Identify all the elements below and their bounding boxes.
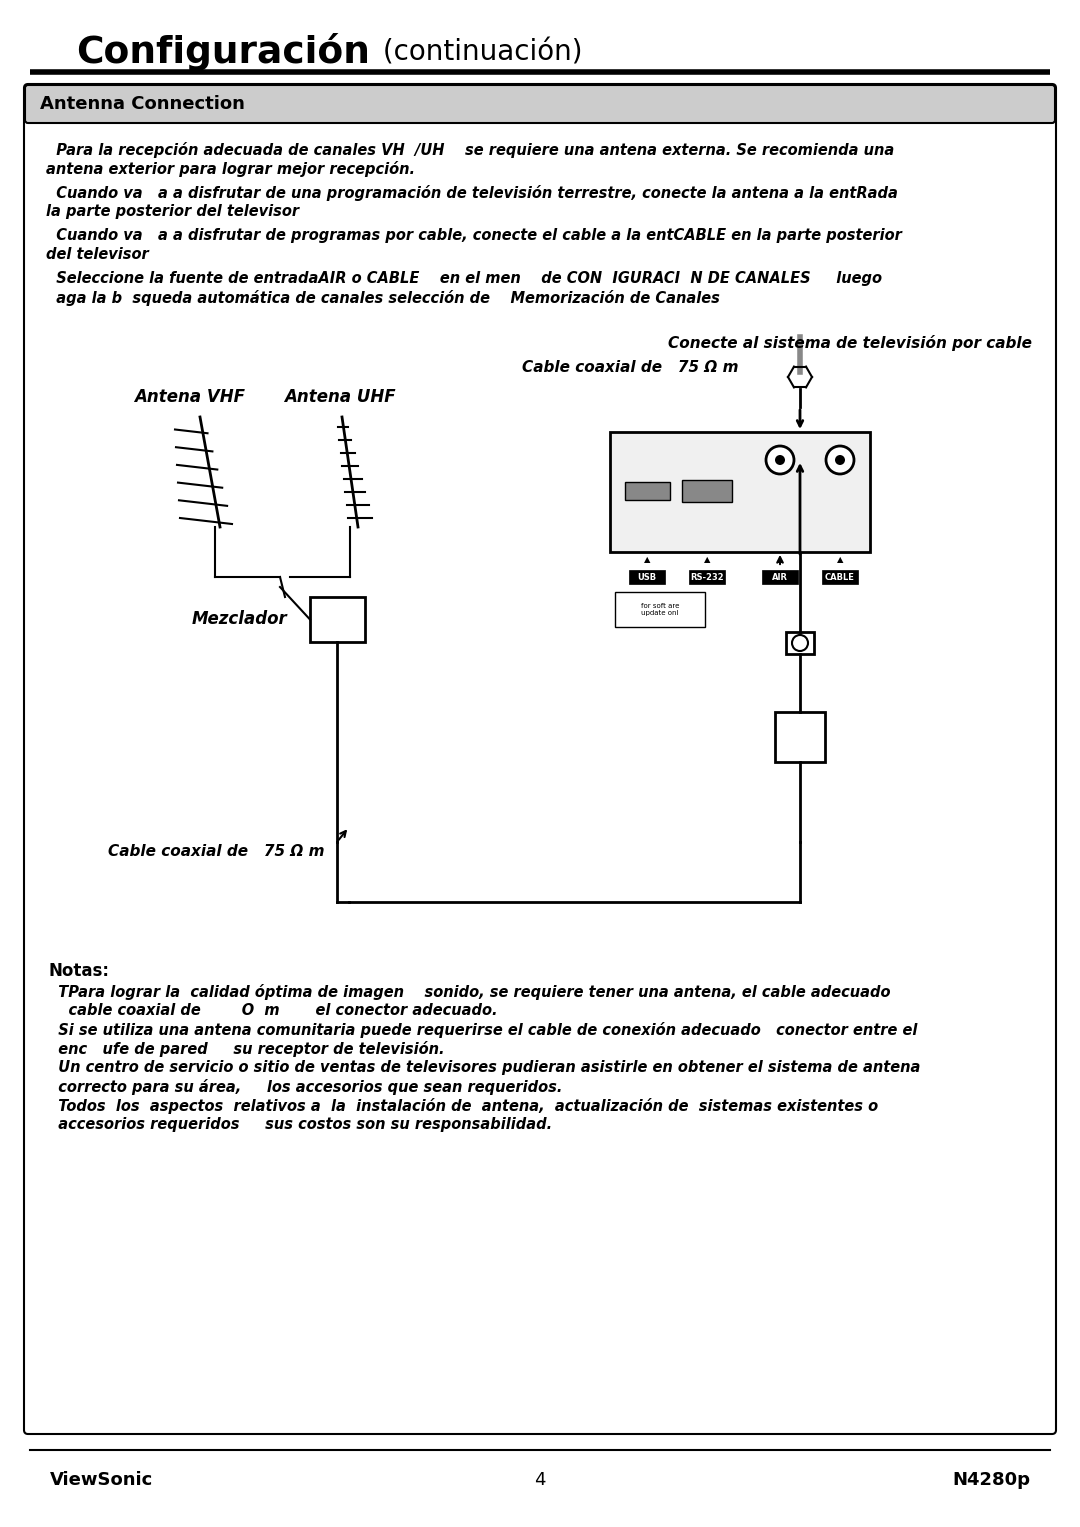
Text: ▲: ▲ xyxy=(837,556,843,565)
Text: Cable coaxial de   75 Ω m: Cable coaxial de 75 Ω m xyxy=(522,359,739,374)
Text: Mezclador: Mezclador xyxy=(192,611,288,629)
Text: Conecte al sistema de televisión por cable: Conecte al sistema de televisión por cab… xyxy=(669,334,1032,351)
Text: Antena UHF: Antena UHF xyxy=(284,388,395,406)
Text: Si se utiliza una antena comunitaria puede requerirse el cable de conexión adecu: Si se utiliza una antena comunitaria pue… xyxy=(48,1022,917,1038)
Text: AIR: AIR xyxy=(772,573,788,582)
Text: N4280p: N4280p xyxy=(951,1471,1030,1489)
Text: Cuando va   a a disfrutar de una programación de televisión terrestre, conecte l: Cuando va a a disfrutar de una programac… xyxy=(46,185,897,202)
Text: CABLE: CABLE xyxy=(825,573,855,582)
Circle shape xyxy=(766,446,794,473)
Text: la parte posterior del televisor: la parte posterior del televisor xyxy=(46,205,299,218)
Text: Antenna Connection: Antenna Connection xyxy=(40,95,245,113)
Text: ▲: ▲ xyxy=(704,556,711,565)
Text: aga la b  squeda automática de canales selección de    Memorización de Canales: aga la b squeda automática de canales se… xyxy=(46,290,720,305)
Text: ViewSonic: ViewSonic xyxy=(50,1471,153,1489)
Text: for soft are
update onl: for soft are update onl xyxy=(640,603,679,615)
Bar xyxy=(775,712,825,762)
Text: ▲: ▲ xyxy=(644,556,650,565)
Circle shape xyxy=(775,455,785,466)
Text: del televisor: del televisor xyxy=(46,247,149,263)
Text: accesorios requeridos     sus costos son su responsabilidad.: accesorios requeridos sus costos son su … xyxy=(48,1116,552,1132)
Text: correcto para su área,     los accesorios que sean requeridos.: correcto para su área, los accesorios qu… xyxy=(48,1080,563,1095)
Text: (continuación): (continuación) xyxy=(374,38,582,66)
Text: Antena VHF: Antena VHF xyxy=(135,388,245,406)
FancyBboxPatch shape xyxy=(24,84,1056,1434)
Text: Notas:: Notas: xyxy=(48,962,109,980)
Text: antena exterior para lograr mejor recepción.: antena exterior para lograr mejor recepc… xyxy=(46,160,415,177)
Text: ▲: ▲ xyxy=(777,556,783,565)
Bar xyxy=(625,483,670,499)
Text: Un centro de servicio o sitio de ventas de televisores pudieran asistirle en obt: Un centro de servicio o sitio de ventas … xyxy=(48,1060,920,1075)
Text: 4: 4 xyxy=(535,1471,545,1489)
Bar xyxy=(762,570,798,583)
Circle shape xyxy=(835,455,845,466)
Bar xyxy=(615,592,705,628)
Text: Para la recepción adecuada de canales VH  /UH    se requiere una antena externa.: Para la recepción adecuada de canales VH… xyxy=(46,142,894,157)
Text: Seleccione la fuente de entradaAIR o CABLE    en el men    de CON  IGURACI  N DE: Seleccione la fuente de entradaAIR o CAB… xyxy=(46,270,882,286)
Bar xyxy=(310,597,365,641)
Bar xyxy=(681,479,732,502)
Bar xyxy=(822,570,858,583)
Bar xyxy=(689,570,725,583)
Bar xyxy=(629,570,665,583)
Bar xyxy=(786,632,814,654)
Text: USB: USB xyxy=(637,573,657,582)
Circle shape xyxy=(826,446,854,473)
Bar xyxy=(610,432,870,551)
Text: enc   ufe de pared     su receptor de televisión.: enc ufe de pared su receptor de televisi… xyxy=(48,1041,445,1057)
Text: cable coaxial de        O  m       el conector adecuado.: cable coaxial de O m el conector adecuad… xyxy=(48,1003,498,1019)
Text: RS-232: RS-232 xyxy=(690,573,724,582)
Text: Configuración: Configuración xyxy=(76,34,370,70)
Text: Todos  los  aspectos  relativos a  la  instalación de  antena,  actualización de: Todos los aspectos relativos a la instal… xyxy=(48,1098,878,1115)
FancyBboxPatch shape xyxy=(25,86,1055,124)
Text: Cuando va   a a disfrutar de programas por cable, conecte el cable a la entCABLE: Cuando va a a disfrutar de programas por… xyxy=(46,228,902,243)
Text: Cable coaxial de   75 Ω m: Cable coaxial de 75 Ω m xyxy=(108,844,324,860)
Text: TPara lograr la  calidad óptima de imagen    sonido, se requiere tener una anten: TPara lograr la calidad óptima de imagen… xyxy=(48,983,891,1000)
